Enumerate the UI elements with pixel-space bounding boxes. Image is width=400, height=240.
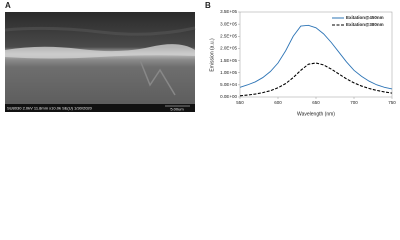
legend-label: Exitation@450nm	[346, 15, 384, 20]
sem-info-bar	[5, 104, 195, 112]
y-tick-label: 0.0E+00	[220, 94, 237, 99]
x-tick-label: 700	[350, 100, 358, 105]
sem-image: SU8030 2.0kV 11.8mm x10.0k SE(U) 1/30/20…	[4, 12, 196, 112]
sem-texture	[4, 26, 196, 36]
y-tick-label: 3.0E+05	[220, 21, 237, 26]
x-tick-label: 550	[236, 100, 244, 105]
series-line	[239, 62, 393, 97]
panel-label: A	[5, 1, 11, 10]
sem-caption: SU8030 2.0kV 11.8mm x10.0k SE(U) 1/30/20…	[7, 106, 93, 111]
legend-label: Exitation@380nm	[346, 22, 384, 27]
x-axis-title: Wavelength (nm)	[297, 111, 335, 117]
y-tick-label: 3.5E+05	[220, 9, 237, 14]
series-line	[239, 24, 393, 90]
x-tick-label: 650	[312, 100, 320, 105]
sem-layer	[5, 44, 195, 59]
y-tick-label: 1.5E+05	[220, 58, 237, 63]
y-tick-label: 1.0E+05	[220, 70, 237, 75]
y-tick-label: 5.0E+04	[220, 82, 237, 87]
sem-scale: 5.00um	[170, 107, 184, 112]
x-tick-label: 750	[388, 100, 396, 105]
sem-texture	[139, 59, 176, 96]
y-tick-label: 2.0E+05	[220, 46, 237, 51]
figure: A SU8030 2.0kV 11.8mm x10.0k SE(U) 1/30/…	[4, 1, 396, 117]
y-axis-title: Emission (a.u.)	[209, 38, 215, 72]
panel-label: B	[205, 1, 211, 10]
y-tick-label: 2.5E+05	[220, 33, 237, 38]
x-tick-label: 600	[274, 100, 282, 105]
